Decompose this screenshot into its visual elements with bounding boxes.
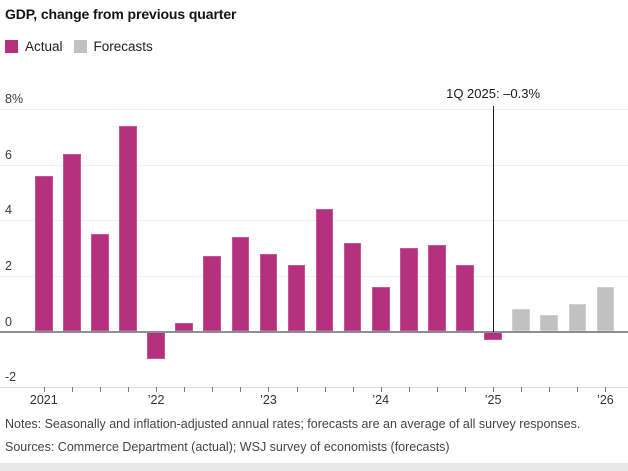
bar-actual-1q-2025	[484, 331, 502, 340]
x-axis-tick	[324, 387, 326, 393]
bar-actual-4q-2023	[343, 242, 362, 332]
x-axis-tick	[43, 387, 45, 393]
bar-actual-2q-2022	[175, 323, 193, 332]
legend-label-actual: Actual	[25, 39, 63, 54]
bar-actual-4q-2022	[231, 236, 250, 332]
x-axis-year-label: ’22	[147, 393, 165, 407]
bar-actual-1q-2021	[35, 175, 53, 332]
legend: Actual Forecasts	[5, 39, 153, 54]
legend-label-forecasts: Forecasts	[93, 39, 153, 54]
x-axis-tick	[240, 387, 242, 393]
x-axis-tick	[380, 387, 382, 393]
bar-actual-1q-2024	[371, 287, 390, 332]
x-axis-tick	[352, 387, 354, 393]
x-axis-year-label: 2021	[29, 393, 58, 407]
bar-forecast-4q-2025	[568, 303, 587, 332]
forecast-swatch-icon	[73, 40, 87, 53]
bar-actual-2q-2023	[287, 264, 306, 332]
y-axis-tick-label: 0	[5, 314, 12, 329]
x-axis-tick	[128, 387, 130, 393]
bar-actual-1q-2023	[259, 253, 278, 332]
legend-item-forecasts: Forecasts	[73, 39, 153, 54]
chart-title: GDP, change from previous quarter	[5, 6, 237, 22]
x-axis-year-label: ’25	[484, 393, 502, 407]
x-axis-tick	[156, 387, 158, 393]
gridline	[0, 275, 628, 277]
x-axis-tick	[184, 387, 186, 393]
bar-forecast-1q-2026	[596, 287, 615, 332]
x-axis-year-label: ’24	[372, 393, 390, 407]
x-axis-tick	[436, 387, 438, 393]
legend-item-actual: Actual	[5, 39, 63, 54]
x-axis-tick	[99, 387, 101, 393]
x-axis-tick	[521, 387, 523, 393]
notes-text: Notes: Seasonally and inflation-adjusted…	[5, 417, 581, 431]
bar-actual-3q-2023	[315, 209, 334, 332]
y-axis-tick-label: 4	[5, 203, 12, 218]
x-axis-tick	[605, 387, 607, 393]
bar-forecast-3q-2025	[540, 314, 559, 332]
x-axis-tick	[71, 387, 73, 393]
bottom-strip	[0, 463, 628, 471]
y-axis-tick-label: 2	[5, 258, 12, 273]
bar-actual-3q-2022	[203, 256, 222, 332]
bar-actual-2q-2024	[400, 248, 418, 332]
x-axis-tick	[268, 387, 270, 393]
gridline	[0, 164, 628, 166]
bar-actual-4q-2024	[456, 264, 474, 332]
x-axis-tick	[577, 387, 579, 393]
annotation-line	[493, 106, 495, 332]
x-axis-tick	[296, 387, 298, 393]
bar-actual-3q-2024	[428, 245, 446, 332]
x-axis-tick	[408, 387, 410, 393]
x-axis-tick	[465, 387, 466, 393]
sources-text: Sources: Commerce Department (actual); W…	[5, 440, 450, 454]
annotation-label: 1Q 2025: –0.3%	[446, 86, 541, 101]
x-axis-year-label: ’26	[597, 393, 614, 407]
gridline	[0, 387, 628, 389]
zero-baseline	[0, 330, 628, 333]
bar-actual-2q-2021	[63, 153, 81, 332]
bar-actual-4q-2021	[119, 125, 137, 332]
bar-actual-3q-2021	[91, 234, 109, 332]
actual-swatch-icon	[5, 40, 18, 53]
y-axis-tick-label: -2	[5, 370, 17, 385]
y-axis-tick-label: 6	[5, 147, 12, 162]
y-axis-tick-label: 8%	[5, 92, 24, 107]
gridline	[0, 109, 628, 111]
bar-actual-1q-2022	[147, 331, 165, 360]
x-axis-tick	[212, 387, 214, 393]
x-axis-tick	[549, 387, 551, 393]
bar-forecast-2q-2025	[512, 309, 530, 332]
x-axis-tick	[493, 387, 495, 393]
x-axis-year-label: ’23	[260, 393, 277, 407]
gridline	[0, 220, 628, 222]
